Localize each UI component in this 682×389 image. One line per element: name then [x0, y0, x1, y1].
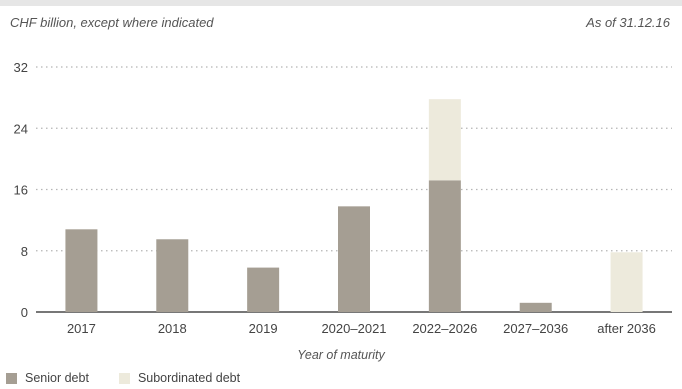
x-tick-label-3: 2020–2021 — [321, 321, 386, 336]
bar-senior-0 — [65, 229, 98, 312]
x-tick-label-4: 2022–2026 — [412, 321, 477, 336]
x-tick-label-0: 2017 — [67, 321, 96, 336]
legend-label-subordinated-debt: Subordinated debt — [137, 371, 241, 385]
x-tick-label-2: 2019 — [249, 321, 278, 336]
bar-senior-1 — [156, 239, 189, 312]
legend: Senior debt Subordinated debt — [6, 371, 240, 385]
bar-senior-2 — [247, 267, 280, 312]
x-axis-title: Year of maturity — [297, 348, 385, 362]
bar-subordinated-6 — [610, 252, 643, 312]
x-tick-label-1: 2018 — [158, 321, 187, 336]
y-tick-label-16: 16 — [14, 183, 28, 198]
as-of-date: As of 31.12.16 — [586, 15, 670, 30]
legend-item-senior-debt: Senior debt — [6, 371, 89, 385]
legend-label-senior-debt: Senior debt — [25, 371, 89, 385]
legend-swatch-subordinated-debt — [118, 372, 130, 384]
bar-senior-5 — [519, 302, 552, 312]
y-tick-label-32: 32 — [14, 60, 28, 75]
y-tick-label-8: 8 — [21, 244, 28, 259]
bar-senior-4 — [428, 180, 461, 312]
legend-swatch-senior-debt — [6, 372, 17, 384]
units-note: CHF billion, except where indicated — [10, 15, 214, 30]
x-tick-label-6: after 2036 — [597, 321, 656, 336]
bar-subordinated-4 — [428, 99, 461, 181]
y-tick-label-24: 24 — [14, 121, 28, 136]
top-band — [0, 0, 682, 6]
bar-senior-3 — [338, 206, 370, 312]
legend-item-subordinated-debt: Subordinated debt — [118, 371, 241, 385]
x-tick-label-5: 2027–2036 — [503, 321, 568, 336]
y-tick-label-0: 0 — [21, 305, 28, 320]
